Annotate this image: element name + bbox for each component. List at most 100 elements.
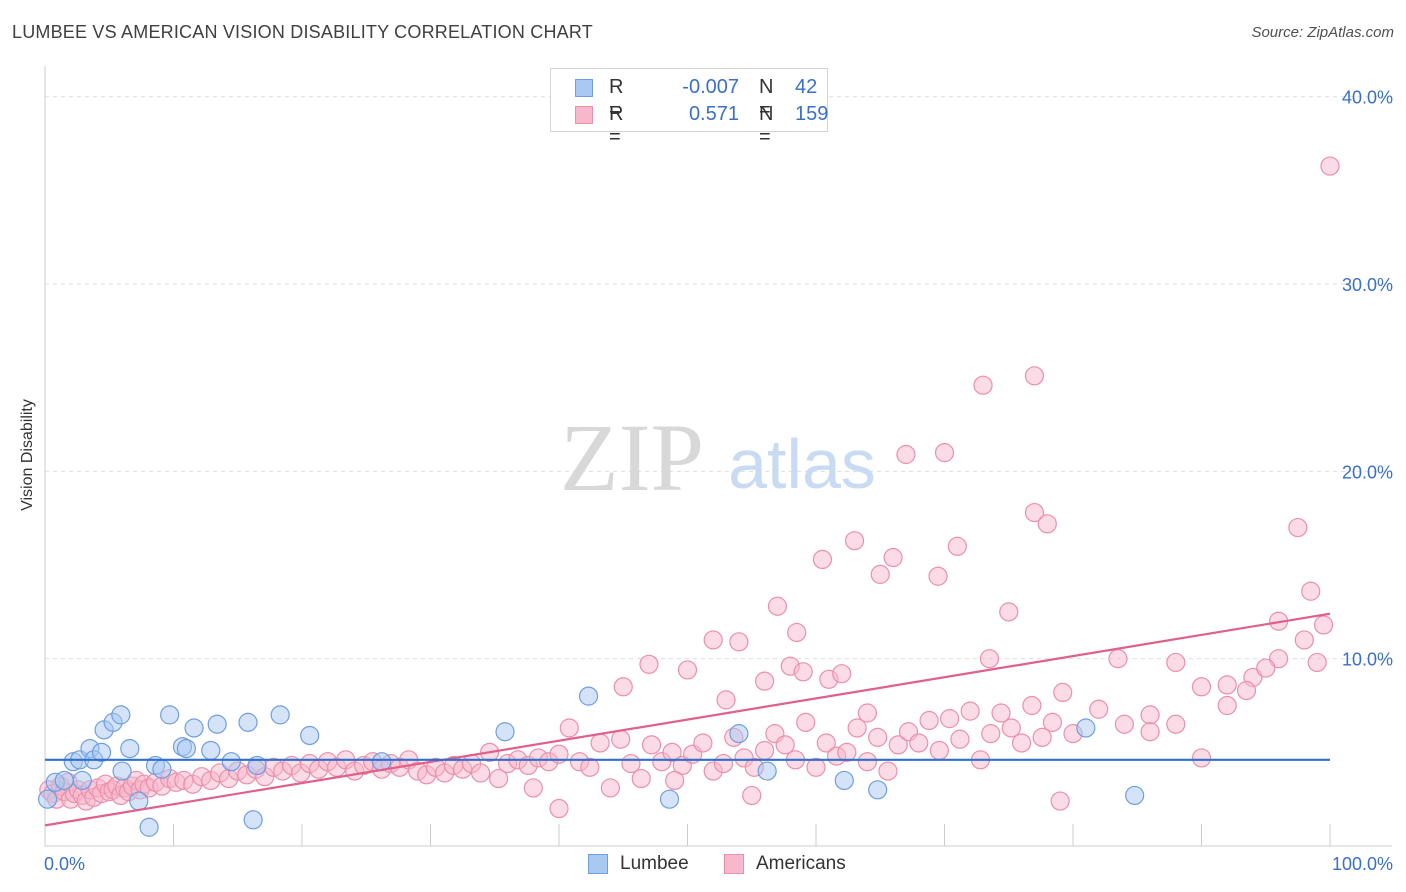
americans-point <box>1001 718 1021 738</box>
americans-point <box>1307 652 1327 673</box>
lumbee-point <box>868 780 888 800</box>
y-tick-label: 10.0% <box>1342 650 1393 670</box>
americans-point <box>868 727 888 747</box>
americans-point <box>837 742 857 762</box>
americans-point <box>1166 714 1186 734</box>
chart-title: LUMBEE VS AMERICAN VISION DISABILITY COR… <box>12 22 593 42</box>
americans-point <box>471 763 491 783</box>
legend-swatch-lumbee <box>588 854 608 874</box>
americans-point <box>928 566 948 586</box>
americans-point <box>796 712 816 732</box>
americans-point <box>703 630 723 650</box>
lumbee-point <box>247 755 267 776</box>
americans-point <box>981 724 1001 744</box>
legend-label-americans: Americans <box>756 853 846 874</box>
lumbee-point <box>757 761 777 781</box>
americans-point <box>1320 156 1340 176</box>
tick-labels: 10.0% 20.0% 30.0% 40.0% 0.0% 100.0% <box>44 88 1393 874</box>
n-value: 42 <box>795 76 818 98</box>
americans-point <box>1236 680 1257 701</box>
americans-point <box>641 735 662 755</box>
watermark-zip: ZIP <box>560 404 704 511</box>
americans-point <box>693 733 713 753</box>
trend-lines <box>44 612 1331 827</box>
americans-point <box>549 744 569 764</box>
y-tick-label: 20.0% <box>1342 462 1393 482</box>
lumbee-point <box>111 705 131 725</box>
lumbee-point <box>300 725 320 746</box>
lumbee-point <box>238 712 258 732</box>
lumbee-point <box>221 752 241 772</box>
americans-point <box>1301 581 1321 601</box>
americans-point <box>973 375 993 395</box>
lumbee-point <box>91 742 112 762</box>
americans-point <box>847 718 867 738</box>
lumbee-point <box>1125 785 1145 806</box>
americans-point <box>775 735 795 755</box>
lumbee-point <box>72 770 92 791</box>
americans-point <box>611 729 631 749</box>
americans-point <box>754 740 775 761</box>
legend-label-lumbee: Lumbee <box>620 853 689 874</box>
series-legend: Lumbee Americans <box>0 852 1406 876</box>
americans-point <box>896 444 916 465</box>
americans-point <box>929 740 949 761</box>
lumbee-point <box>139 817 159 837</box>
americans-point <box>665 770 685 791</box>
americans-trend-line <box>44 612 1331 827</box>
legend-swatch-americans <box>724 854 744 874</box>
lumbee-point <box>243 810 263 830</box>
legend-swatch-americans <box>575 106 593 124</box>
americans-point <box>1191 677 1212 697</box>
americans-point <box>1114 714 1135 734</box>
americans-point <box>919 710 939 731</box>
americans-point <box>1268 649 1289 669</box>
americans-point <box>1140 722 1160 742</box>
americans-point <box>631 768 651 789</box>
legend-swatch-lumbee <box>575 79 593 97</box>
r-label: R = <box>609 76 624 121</box>
americans-point <box>1022 695 1042 716</box>
americans-point <box>934 443 955 463</box>
americans-point <box>844 531 865 551</box>
americans-point <box>1037 514 1057 534</box>
americans-point <box>857 752 878 772</box>
americans-point <box>909 733 929 753</box>
americans-point <box>613 677 633 697</box>
americans-point <box>787 622 807 643</box>
lumbee-point <box>495 722 515 742</box>
americans-point <box>590 733 610 753</box>
americans-point <box>816 733 836 753</box>
americans-point <box>999 602 1019 622</box>
americans-point <box>1108 649 1128 669</box>
lumbee-point <box>201 740 221 761</box>
r-value: 0.571 <box>688 103 739 125</box>
americans-point <box>1166 652 1186 673</box>
americans-point <box>754 671 775 691</box>
americans-point <box>1024 366 1045 386</box>
americans-point <box>1191 748 1212 768</box>
americans-point <box>950 729 970 749</box>
americans-point <box>729 632 749 652</box>
americans-point <box>1032 727 1052 747</box>
americans-point <box>1288 517 1308 538</box>
americans-point <box>832 664 852 684</box>
lumbee-point <box>270 705 290 725</box>
lumbee-point <box>54 770 74 791</box>
lumbee-point <box>176 738 196 759</box>
americans-point <box>857 703 878 723</box>
x-tick-label-end: 100.0% <box>1332 854 1393 874</box>
americans-point <box>878 761 898 781</box>
lumbee-point <box>120 738 140 759</box>
americans-point <box>742 785 762 806</box>
n-label: N = <box>759 76 774 121</box>
americans-point <box>812 549 833 570</box>
americans-point <box>1217 675 1237 695</box>
americans-point <box>793 662 813 682</box>
y-tick-label: 40.0% <box>1342 88 1393 108</box>
x-tick-label-start: 0.0% <box>44 854 85 874</box>
americans-point <box>806 757 826 777</box>
n-label: N = <box>759 103 774 148</box>
americans-point <box>1140 705 1160 725</box>
americans-point <box>888 735 908 755</box>
